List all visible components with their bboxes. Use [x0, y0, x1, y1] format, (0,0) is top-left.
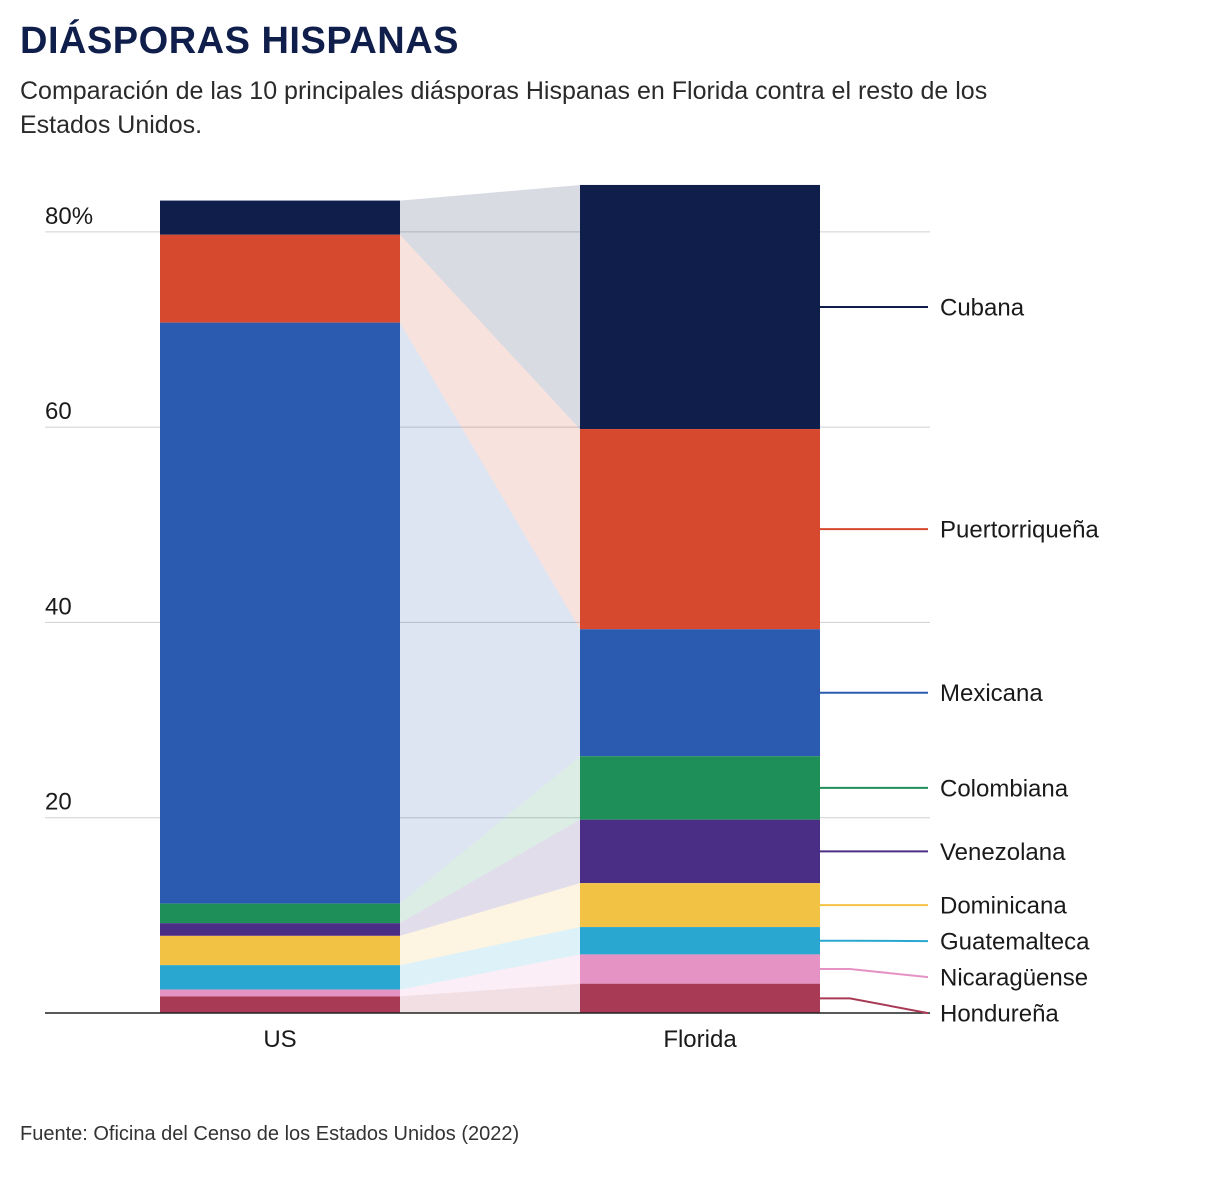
- legend-label: Colombiana: [940, 775, 1069, 802]
- column-label-florida: Florida: [663, 1026, 737, 1053]
- legend-label: Guatemalteca: [940, 928, 1090, 955]
- y-tick-label: 60: [45, 398, 72, 425]
- legend-label: Mexicana: [940, 680, 1043, 707]
- bar-segment: [580, 954, 820, 983]
- bar-segment: [160, 234, 400, 322]
- bar-segment: [160, 935, 400, 964]
- bar-segment: [160, 200, 400, 234]
- bar-segment: [580, 629, 820, 756]
- bar-segment: [580, 883, 820, 927]
- bar-segment: [160, 989, 400, 996]
- y-tick-label: 40: [45, 593, 72, 620]
- bar-segment: [160, 923, 400, 936]
- legend-label: Hondureña: [940, 1000, 1059, 1027]
- chart-subtitle: Comparación de las 10 principales diáspo…: [20, 75, 1070, 143]
- bar-segment: [580, 819, 820, 882]
- bar-segment: [160, 322, 400, 903]
- bar-segment: [160, 996, 400, 1013]
- y-tick-label: 80%: [45, 202, 93, 229]
- legend-label: Puertorriqueña: [940, 516, 1099, 543]
- legend-leader: [820, 998, 928, 1013]
- column-label-us: US: [263, 1026, 296, 1053]
- stacked-bar-chart: 20 40 60 80% US Florida Cubana Puertorriqueña Me…: [20, 173, 1200, 1073]
- chart-title: DIÁSPORAS HISPANAS: [20, 20, 1200, 63]
- bar-segment: [580, 184, 820, 428]
- legend-label: Cubana: [940, 294, 1025, 321]
- legend-leader: [820, 969, 928, 977]
- bar-segment: [580, 927, 820, 954]
- legend-label: Venezolana: [940, 838, 1066, 865]
- bar-segment: [580, 756, 820, 819]
- bar-segment: [580, 983, 820, 1012]
- legend-label: Dominicana: [940, 892, 1067, 919]
- bar-segment: [160, 903, 400, 923]
- legend-label: Nicaragüense: [940, 964, 1088, 991]
- bar-segment: [580, 429, 820, 629]
- chart-source: Fuente: Oficina del Censo de los Estados…: [20, 1123, 1200, 1146]
- y-tick-label: 20: [45, 788, 72, 815]
- bar-segment: [160, 965, 400, 989]
